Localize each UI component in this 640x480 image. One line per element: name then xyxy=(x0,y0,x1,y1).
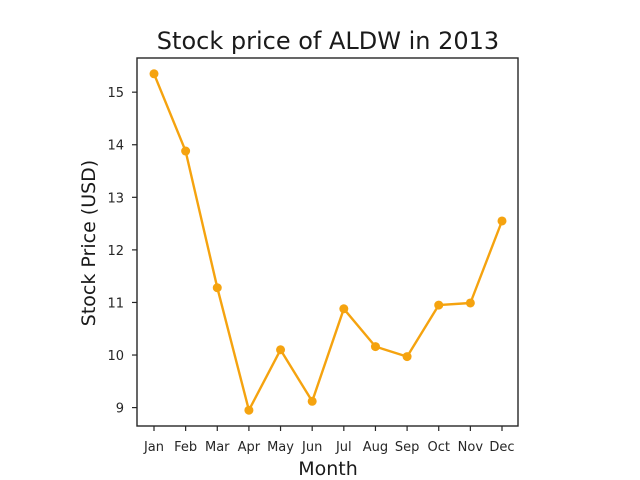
data-point-feb xyxy=(181,146,191,156)
x-tick-label: Jun xyxy=(301,440,322,455)
x-axis-ticks: Jan Feb Mar Apr May Jun Jul Aug Sep Oct Nov Dec xyxy=(143,426,515,455)
data-point-jul xyxy=(339,304,349,314)
x-tick-label: Sep xyxy=(395,440,420,455)
x-tick-label: Mar xyxy=(205,440,230,455)
y-tick-label: 10 xyxy=(107,349,124,364)
data-point-jan xyxy=(149,69,159,79)
series-line xyxy=(152,73,504,412)
data-point-jun xyxy=(307,396,317,406)
x-tick-label: Oct xyxy=(427,440,449,455)
data-point-sep xyxy=(402,352,412,362)
x-tick-label: Jan xyxy=(143,440,164,455)
y-tick-label: 14 xyxy=(107,139,124,154)
x-tick-label: May xyxy=(267,440,294,455)
data-point-apr xyxy=(244,405,254,415)
series-points xyxy=(149,69,507,415)
data-point-dec xyxy=(497,216,507,226)
x-tick-label: Feb xyxy=(174,440,197,455)
x-tick-label: Aug xyxy=(363,440,388,455)
x-tick-label: Jul xyxy=(335,440,352,455)
x-tick-label: Dec xyxy=(489,440,514,455)
chart-title: Stock price of ALDW in 2013 xyxy=(157,27,499,55)
data-point-mar xyxy=(212,283,222,293)
x-tick-label: Nov xyxy=(458,440,484,455)
y-tick-label: 15 xyxy=(107,86,124,101)
x-axis-label: Month xyxy=(298,458,358,480)
y-axis-ticks: 9 10 11 12 13 14 15 xyxy=(107,86,137,417)
y-tick-label: 11 xyxy=(107,296,124,311)
data-point-aug xyxy=(370,342,380,352)
y-tick-label: 13 xyxy=(107,191,124,206)
plot-area-frame xyxy=(136,57,519,427)
y-tick-label: 12 xyxy=(107,244,124,259)
y-axis-label: Stock Price (USD) xyxy=(78,160,100,326)
y-tick-label: 9 xyxy=(116,402,124,417)
data-point-may xyxy=(276,345,286,355)
x-tick-label: Apr xyxy=(238,440,261,455)
data-point-nov xyxy=(465,298,475,308)
data-point-oct xyxy=(434,300,444,310)
